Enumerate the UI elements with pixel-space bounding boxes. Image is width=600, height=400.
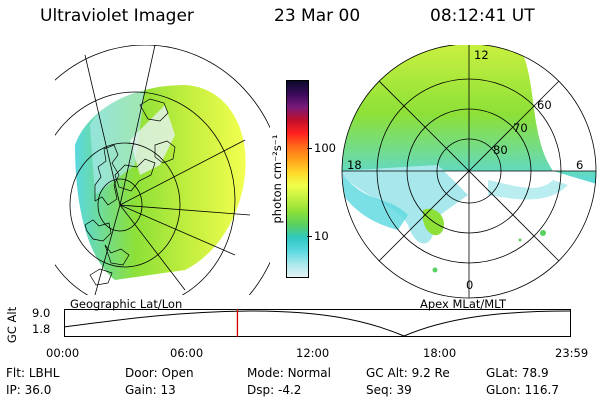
coastlines <box>84 98 176 286</box>
footer-glon-label: GLon: <box>486 383 521 397</box>
altitude-axis-label: GC Alt <box>5 306 20 344</box>
footer-seq-label: Seq: <box>366 383 393 397</box>
footer-ip: IP: 36.0 <box>6 383 51 397</box>
lat-lon-grid <box>55 45 270 295</box>
altitude-tick-high: 9.0 <box>32 306 51 320</box>
footer-ip-label: IP: <box>6 383 21 397</box>
time-label: 08:12:41 UT <box>430 6 535 26</box>
footer-glat-label: GLat: <box>486 366 519 380</box>
instrument-title: Ultraviolet Imager <box>40 6 194 26</box>
mlt-label-12: 12 <box>474 48 489 62</box>
footer-mode-label: Mode: <box>247 366 284 380</box>
polar-caption: Apex MLat/MLT <box>420 297 507 311</box>
time-tick-0600: 06:00 <box>170 346 204 360</box>
geographic-map <box>55 45 270 295</box>
colorbar-label-100: 100 <box>314 141 336 155</box>
footer-seq-value: 39 <box>396 383 412 397</box>
mlt-label-6: 6 <box>576 158 584 172</box>
lat-label-70: 70 <box>513 121 528 135</box>
footer-dsp: Dsp: -4.2 <box>247 383 301 397</box>
footer-gcalt: GC Alt: 9.2 Re <box>366 366 450 380</box>
altitude-timeline <box>64 309 571 337</box>
mlt-label-18: 18 <box>347 158 362 172</box>
footer-gcalt-value: 9.2 Re <box>411 366 450 380</box>
mlt-label-0: 0 <box>466 278 474 292</box>
date-label: 23 Mar 00 <box>274 6 361 26</box>
footer-flt-label: Flt: <box>6 366 25 380</box>
footer-glat: GLat: 78.9 <box>486 366 549 380</box>
footer-door-label: Door: <box>125 366 158 380</box>
footer-door-value: Open <box>161 366 194 380</box>
polar-plot <box>341 45 597 299</box>
footer-mode-value: Normal <box>287 366 331 380</box>
altitude-tick-low: 1.8 <box>32 322 51 336</box>
colorbar-unit: photon cm⁻²s⁻¹ <box>270 134 284 224</box>
footer-glat-value: 78.9 <box>521 366 549 380</box>
lat-label-80: 80 <box>493 143 508 157</box>
colorbar-tick-100 <box>307 148 312 149</box>
footer-gain: Gain: 13 <box>125 383 176 397</box>
footer-gcalt-label: GC Alt: <box>366 366 408 380</box>
footer-dsp-value: -4.2 <box>277 383 302 397</box>
time-tick-2359: 23:59 <box>555 346 589 360</box>
footer-flt: Flt: LBHL <box>6 366 59 380</box>
polar-grid <box>341 45 597 299</box>
intensity-colorbar <box>286 80 309 278</box>
footer-glon-value: 116.7 <box>524 383 559 397</box>
lat-label-60: 60 <box>537 98 552 112</box>
footer-ip-value: 36.0 <box>24 383 52 397</box>
colorbar-label-10: 10 <box>314 229 329 243</box>
footer-gain-label: Gain: <box>125 383 157 397</box>
time-tick-1200: 12:00 <box>296 346 330 360</box>
time-tick-0000: 00:00 <box>46 346 80 360</box>
footer-gain-value: 13 <box>160 383 176 397</box>
altitude-curve <box>64 310 571 337</box>
footer-dsp-label: Dsp: <box>247 383 275 397</box>
footer-glon: GLon: 116.7 <box>486 383 559 397</box>
time-tick-1800: 18:00 <box>423 346 457 360</box>
footer-seq: Seq: 39 <box>366 383 412 397</box>
footer-flt-value: LBHL <box>28 366 60 380</box>
footer-mode: Mode: Normal <box>247 366 331 380</box>
geographic-caption: Geographic Lat/Lon <box>70 297 183 311</box>
colorbar-tick-10 <box>307 236 312 237</box>
footer-door: Door: Open <box>125 366 194 380</box>
